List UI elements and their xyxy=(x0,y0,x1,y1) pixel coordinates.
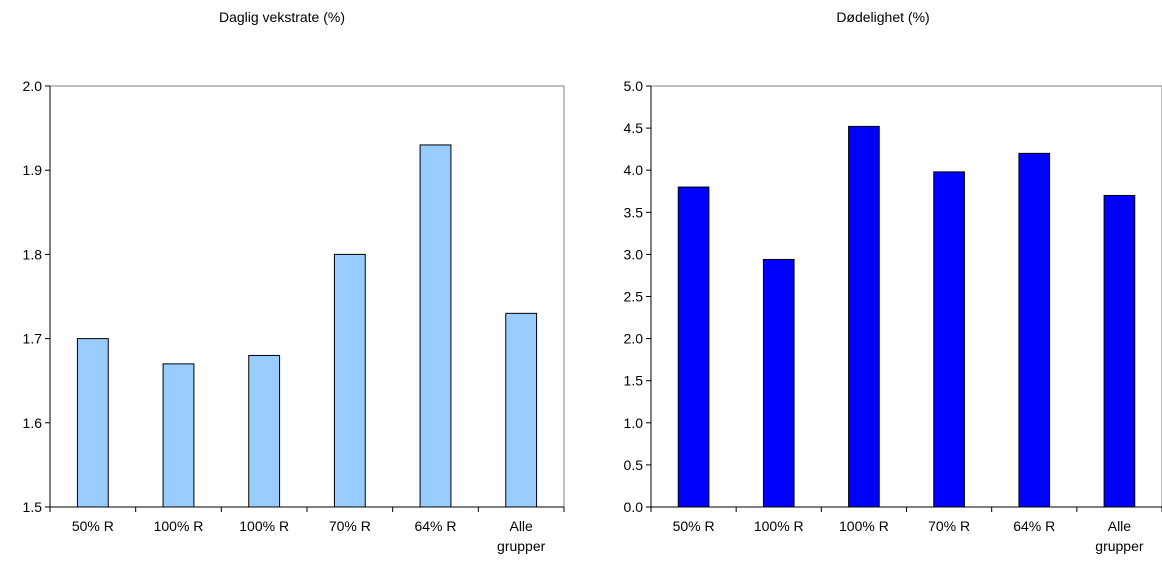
x-category-label: 50% R xyxy=(673,518,715,534)
y-tick-label: 1.5 xyxy=(624,373,644,389)
chart-title: Daglig vekstrate (%) xyxy=(219,9,345,25)
y-tick-label: 5.0 xyxy=(624,78,644,94)
bar xyxy=(1018,152,1051,508)
bar xyxy=(248,354,281,508)
bar xyxy=(333,253,366,508)
y-tick-label: 1.0 xyxy=(624,415,644,431)
y-tick-label: 1.5 xyxy=(23,499,43,515)
x-category-label: Alle xyxy=(1108,518,1132,534)
y-tick-label: 2.5 xyxy=(624,289,644,305)
x-category-label: grupper xyxy=(497,538,546,554)
y-tick-label: 1.8 xyxy=(23,246,43,262)
x-category-label: grupper xyxy=(1095,538,1144,554)
bar xyxy=(677,186,710,508)
x-category-label: 64% R xyxy=(1013,518,1055,534)
chart-title: Dødelighet (%) xyxy=(836,9,929,25)
x-category-label: 100% R xyxy=(839,518,889,534)
bar xyxy=(1103,194,1136,508)
y-tick-label: 1.9 xyxy=(23,162,43,178)
x-category-label: 100% R xyxy=(239,518,289,534)
bar xyxy=(933,171,965,508)
bar xyxy=(419,144,452,508)
bar xyxy=(762,258,795,508)
plot-area-border xyxy=(49,85,565,508)
bar xyxy=(162,363,195,508)
bar xyxy=(505,312,538,508)
y-tick-label: 3.0 xyxy=(624,246,644,262)
x-category-label: 100% R xyxy=(754,518,804,534)
y-tick-label: 2.0 xyxy=(624,331,644,347)
x-category-label: 70% R xyxy=(928,518,970,534)
y-tick-label: 3.5 xyxy=(624,204,644,220)
x-category-label: 70% R xyxy=(329,518,371,534)
chart-mortality: Dødelighet (%) 0.0 0.5 1.0 1.5 2.0 2.5 3.0 3.5 4… xyxy=(624,9,1162,554)
y-tick-label: 4.0 xyxy=(624,162,644,178)
bar xyxy=(848,125,880,508)
y-tick-label: 0.0 xyxy=(624,499,644,515)
x-category-label: 100% R xyxy=(154,518,204,534)
chart-daily-growth-rate: Daglig vekstrate (%) 1.5 1.6 1.7 1.8 1.9 2.0 5… xyxy=(23,9,565,554)
y-tick-label: 1.6 xyxy=(23,415,43,431)
y-tick-label: 2.0 xyxy=(23,78,43,94)
y-tick-label: 0.5 xyxy=(624,457,644,473)
y-tick-label: 1.7 xyxy=(23,331,43,347)
x-category-label: 50% R xyxy=(72,518,114,534)
y-tick-label: 4.5 xyxy=(624,120,644,136)
x-category-label: 64% R xyxy=(414,518,456,534)
plot-area-border xyxy=(650,85,1162,508)
x-category-label: Alle xyxy=(509,518,533,534)
bar xyxy=(76,338,109,508)
